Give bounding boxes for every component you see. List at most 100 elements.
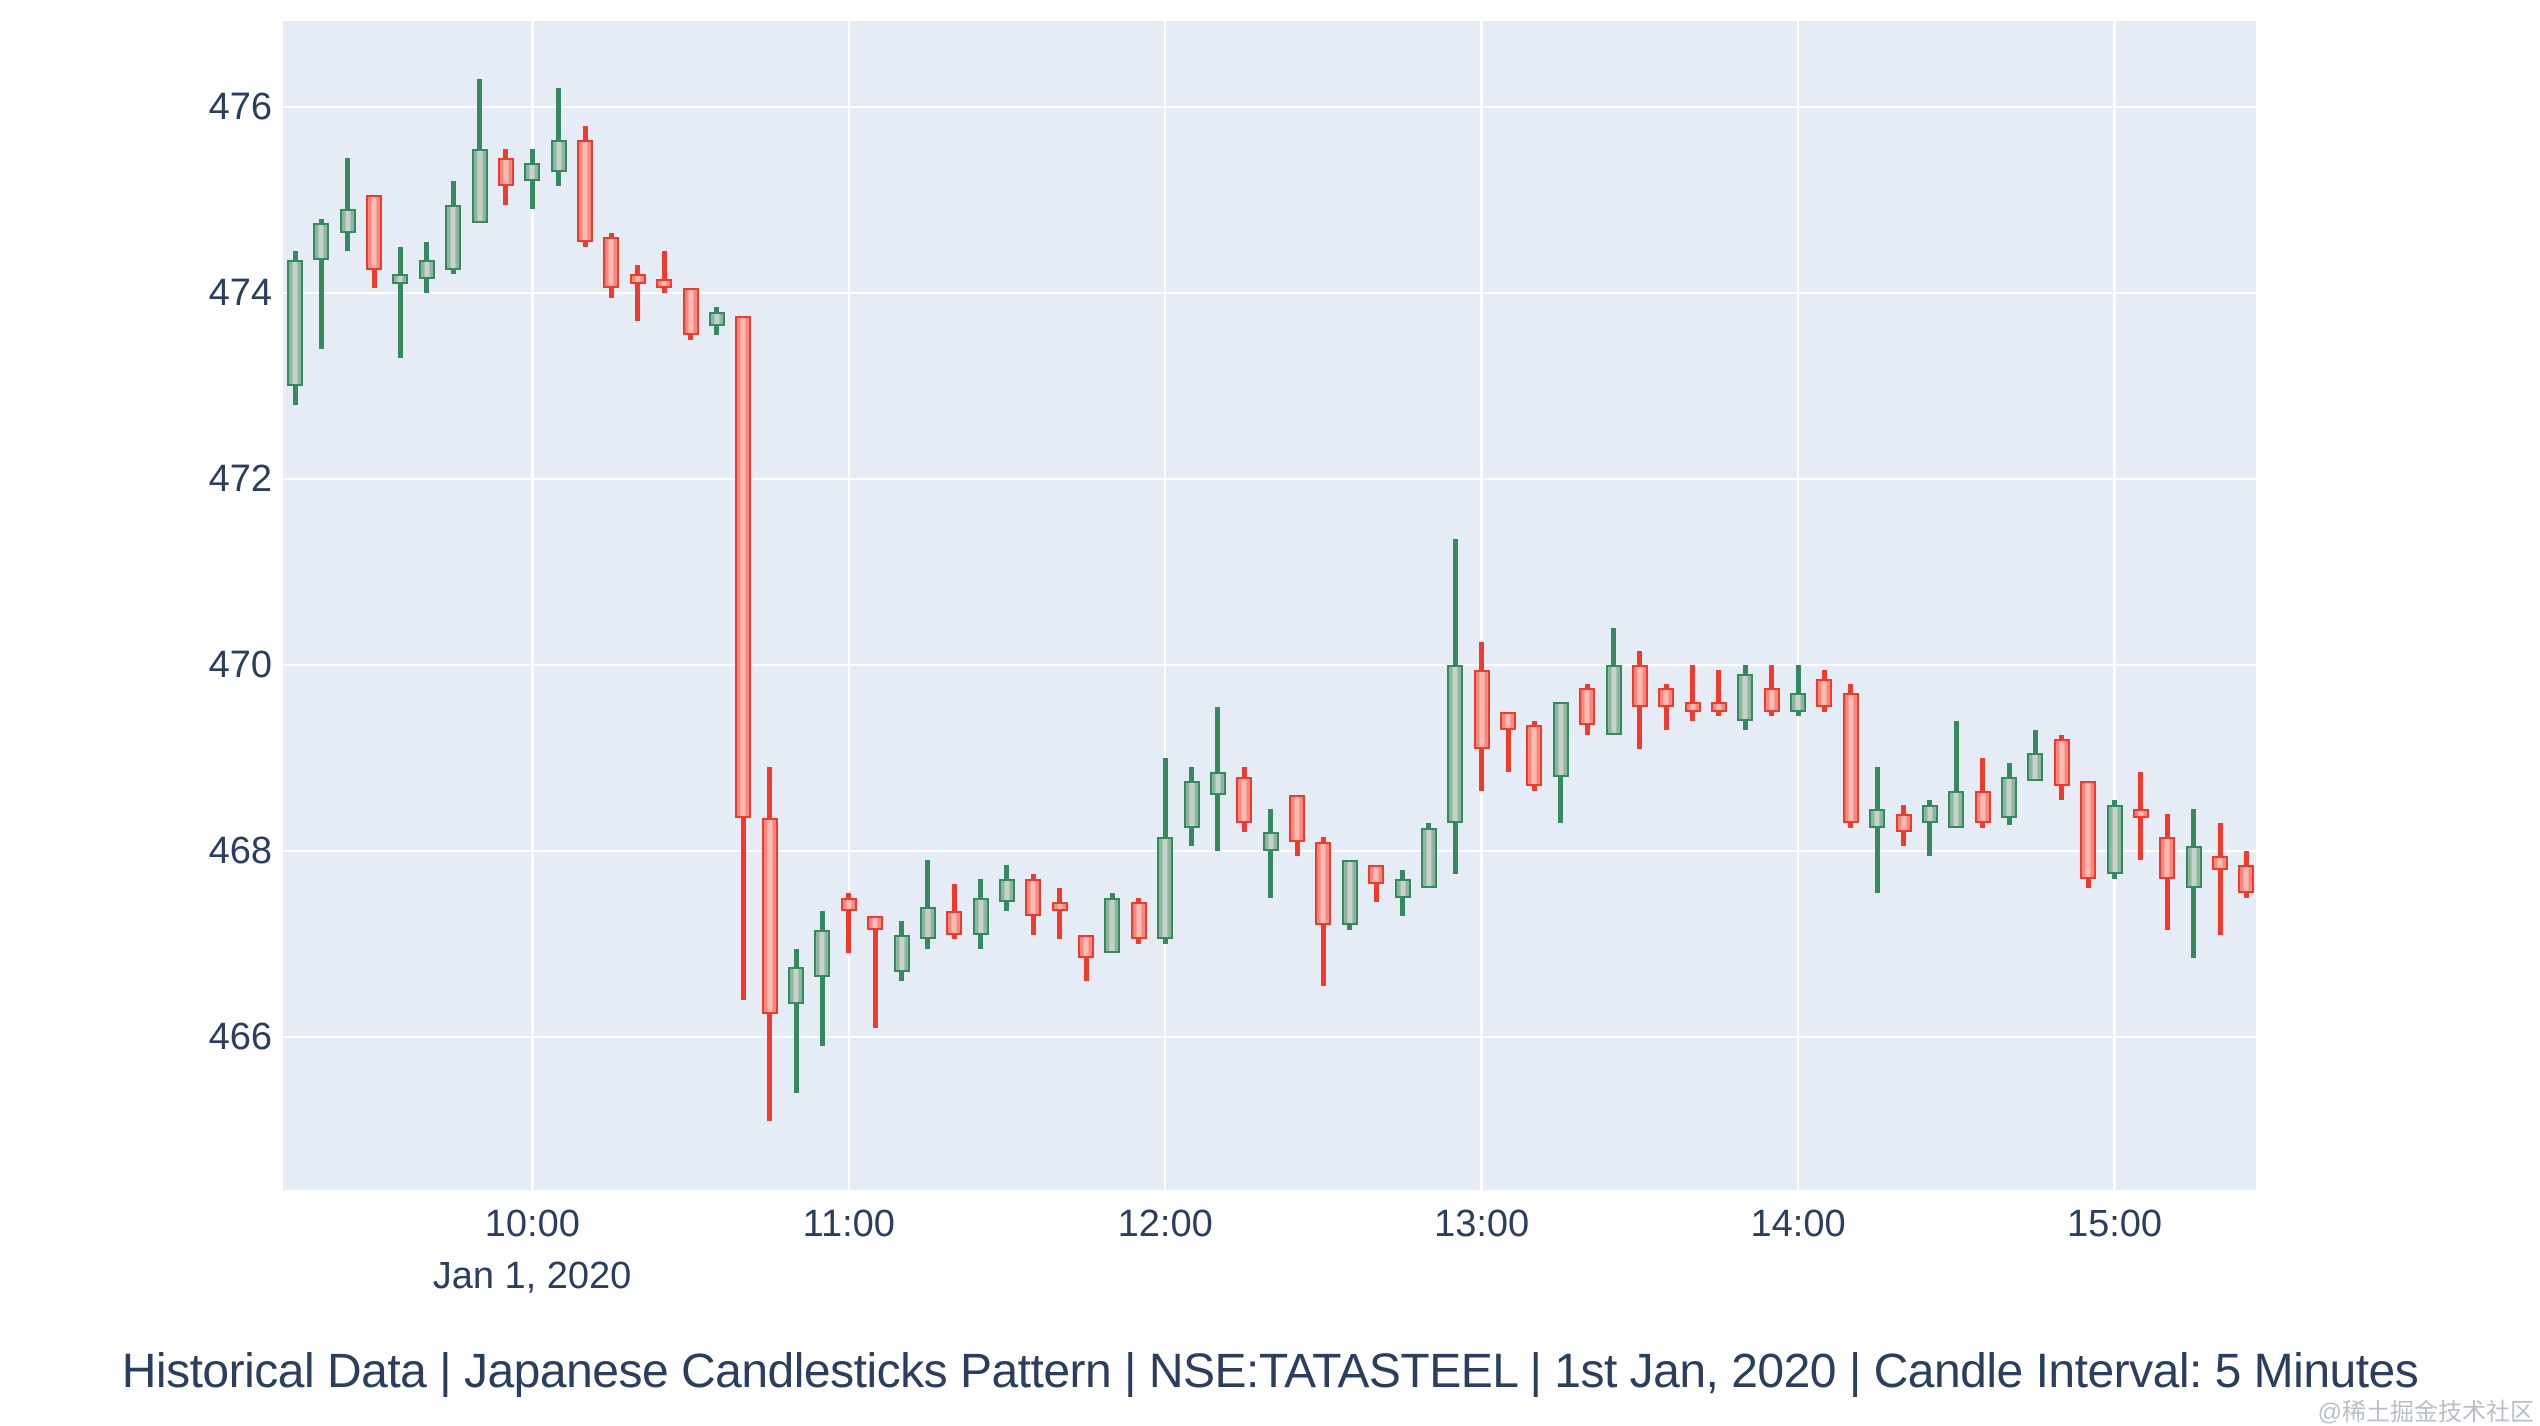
candle-body[interactable] <box>1895 813 1912 833</box>
x-tick-label: 10:00 <box>484 1203 580 1245</box>
candle-wick <box>1795 665 1801 717</box>
candle-wick <box>556 88 562 187</box>
candle-body[interactable] <box>1262 832 1279 852</box>
candle-body[interactable] <box>1763 688 1780 712</box>
candle-body[interactable] <box>2106 804 2123 875</box>
candle-body[interactable] <box>418 260 435 280</box>
candle-wick <box>345 158 351 252</box>
candle-body[interactable] <box>1579 688 1596 726</box>
candle-body[interactable] <box>867 916 884 931</box>
y-gridline <box>283 477 2256 481</box>
candle-body[interactable] <box>1420 827 1437 889</box>
candle-body[interactable] <box>603 237 620 289</box>
candle-body[interactable] <box>814 930 831 977</box>
candle-body[interactable] <box>313 223 330 261</box>
x-gridline <box>531 21 534 1190</box>
candle-body[interactable] <box>1684 702 1701 712</box>
x-gridline <box>1480 21 1483 1190</box>
candle-body[interactable] <box>2185 846 2202 889</box>
candle-body[interactable] <box>1209 771 1226 796</box>
candle-body[interactable] <box>2001 776 2018 819</box>
candle-body[interactable] <box>998 878 1015 903</box>
candle-body[interactable] <box>1447 665 1464 824</box>
candle-wick <box>925 860 931 949</box>
candle-body[interactable] <box>919 906 936 940</box>
candle-body[interactable] <box>2027 753 2044 782</box>
x-tick-label: 12:00 <box>1117 1203 1213 1245</box>
candle-body[interactable] <box>1790 692 1807 712</box>
candle-body[interactable] <box>1816 678 1833 707</box>
candle-wick <box>872 916 878 1028</box>
candle-body[interactable] <box>2212 855 2228 870</box>
candle-body[interactable] <box>287 260 303 387</box>
y-tick-label: 468 <box>208 830 272 873</box>
candle-body[interactable] <box>1552 702 1569 777</box>
candle-wick <box>819 911 825 1047</box>
candle-body[interactable] <box>1526 725 1543 786</box>
candle-body[interactable] <box>1631 665 1648 707</box>
candle-body[interactable] <box>893 934 910 972</box>
candle-body[interactable] <box>1500 711 1517 731</box>
candle-body[interactable] <box>577 139 594 242</box>
candle-body[interactable] <box>1605 665 1622 735</box>
candle-body[interactable] <box>1869 809 1886 828</box>
candle-body[interactable] <box>761 818 778 1014</box>
candle-body[interactable] <box>471 148 488 224</box>
candle-body[interactable] <box>2080 781 2097 879</box>
candle-body[interactable] <box>788 967 805 1005</box>
candle-wick <box>661 251 667 294</box>
candle-body[interactable] <box>1737 674 1754 721</box>
candle-body[interactable] <box>1051 902 1068 912</box>
candle-body[interactable] <box>1289 795 1306 842</box>
plot-area[interactable] <box>283 21 2256 1190</box>
candle-wick <box>1953 720 1959 828</box>
candle-body[interactable] <box>550 139 567 173</box>
candle-body[interactable] <box>1921 804 1938 824</box>
candle-body[interactable] <box>366 195 383 270</box>
candle-body[interactable] <box>524 162 541 182</box>
candle-body[interactable] <box>1183 781 1200 828</box>
candle-body[interactable] <box>1394 878 1411 898</box>
candle-body[interactable] <box>1368 864 1385 884</box>
candle-body[interactable] <box>946 911 963 935</box>
candle-body[interactable] <box>2238 864 2255 893</box>
candle-body[interactable] <box>2053 739 2070 786</box>
candle-body[interactable] <box>972 897 989 935</box>
candle-body[interactable] <box>1842 692 1859 824</box>
candle-body[interactable] <box>840 897 857 912</box>
candle-body[interactable] <box>339 209 356 233</box>
candle-body[interactable] <box>735 316 752 819</box>
candle-body[interactable] <box>1157 837 1174 940</box>
candle-body[interactable] <box>1104 897 1121 954</box>
candle-body[interactable] <box>1658 688 1675 707</box>
candle-body[interactable] <box>497 158 514 187</box>
candle-body[interactable] <box>445 204 462 270</box>
candle-wick <box>793 948 799 1093</box>
candle-body[interactable] <box>1473 669 1490 749</box>
candle-body[interactable] <box>708 311 725 326</box>
candle-body[interactable] <box>1236 776 1253 824</box>
candle-body[interactable] <box>1130 902 1147 940</box>
chart-title: Historical Data | Japanese Candlesticks … <box>121 1345 2419 1398</box>
candle-body[interactable] <box>629 274 646 284</box>
candle-body[interactable] <box>1974 790 1991 824</box>
y-gridline <box>283 105 2256 109</box>
candle-body[interactable] <box>1025 878 1042 917</box>
candle-body[interactable] <box>392 274 409 284</box>
candle-body[interactable] <box>682 288 699 335</box>
candle-body[interactable] <box>2159 837 2176 879</box>
candle-body[interactable] <box>1315 841 1332 926</box>
y-tick-label: 476 <box>208 86 272 129</box>
candle-body[interactable] <box>2132 809 2149 819</box>
candle-body[interactable] <box>1078 934 1095 958</box>
x-tick-label: 11:00 <box>802 1203 895 1245</box>
candle-body[interactable] <box>1341 860 1358 926</box>
x-gridline <box>2113 21 2116 1190</box>
candle-body[interactable] <box>656 279 673 289</box>
candle-wick <box>1716 669 1722 717</box>
candle-body[interactable] <box>1948 790 1965 828</box>
candle-body[interactable] <box>1710 702 1727 712</box>
candle-wick <box>951 883 957 940</box>
candle-wick <box>2217 823 2223 935</box>
